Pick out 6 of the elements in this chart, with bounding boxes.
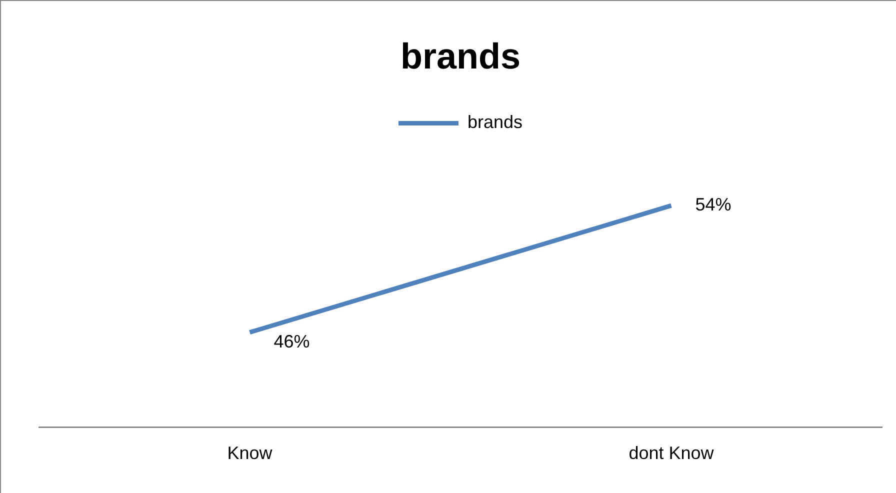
- data-label: 46%: [274, 331, 310, 352]
- x-tick-label: dont Know: [628, 443, 715, 464]
- data-label: 54%: [695, 194, 732, 215]
- legend-label: brands: [467, 112, 523, 132]
- chart-title: brands: [400, 36, 521, 77]
- x-tick-label: Know: [227, 443, 274, 464]
